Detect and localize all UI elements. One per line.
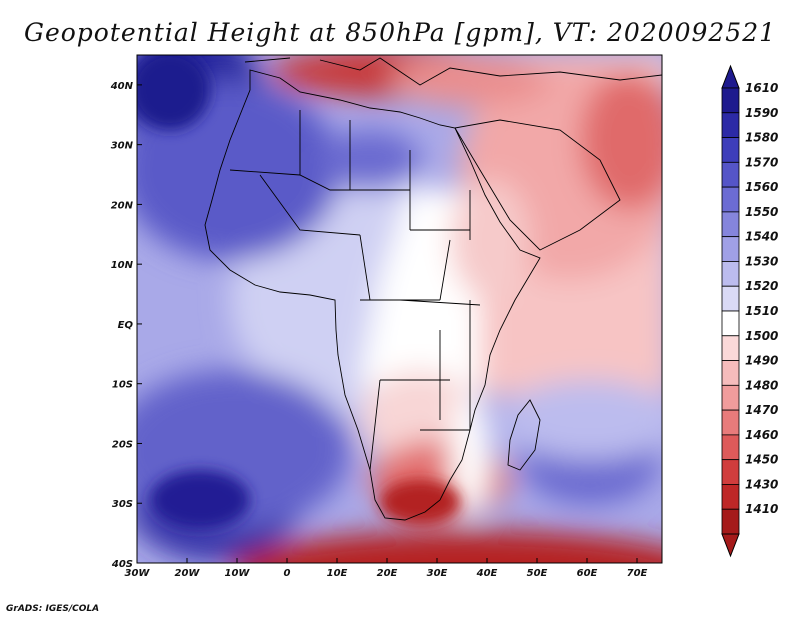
colorbar-level-label: 1590 xyxy=(745,106,778,120)
border-lines xyxy=(229,110,481,471)
colorbar-swatch xyxy=(721,186,740,213)
lon-tick-label: 40E xyxy=(476,568,498,579)
lon-tick-label: 60E xyxy=(577,568,598,579)
colorbar-level-label: 1450 xyxy=(745,453,778,467)
lat-tick-label: EQ xyxy=(118,320,134,331)
colorbar-level-label: 1580 xyxy=(745,131,778,145)
lat-tick-label: 30S xyxy=(112,499,133,510)
colorbar-level-label: 1460 xyxy=(745,428,778,442)
colorbar-level-label: 1430 xyxy=(745,477,778,491)
colorbar-swatch xyxy=(721,459,740,485)
colorbar-min-arrow xyxy=(721,533,740,558)
colorbar-level-label: 1510 xyxy=(745,304,778,318)
lon-tick-label: 30W xyxy=(125,568,151,579)
colorbar: 1610 1590 1580 1570 1560 1550 1540 1530 1520 1510… xyxy=(721,64,778,558)
colorbar-level-label: 1470 xyxy=(745,403,778,417)
colorbar-swatch xyxy=(721,137,740,163)
lat-tick-label: 30N xyxy=(111,141,134,152)
coastlines-and-borders xyxy=(204,57,662,521)
colorbar-level-label: 1570 xyxy=(745,155,778,169)
arabia-coast xyxy=(454,119,621,251)
colorbar-swatch xyxy=(721,360,740,386)
lon-tick-label: 70E xyxy=(627,568,648,579)
colorbar-swatch xyxy=(721,409,740,436)
colorbar-level-label: 1520 xyxy=(745,279,778,293)
colorbar-level-label: 1480 xyxy=(745,378,778,392)
colorbar-swatch xyxy=(721,261,740,287)
colorbar-level-label: 1560 xyxy=(745,180,778,194)
lat-tick-label: 20S xyxy=(112,439,133,450)
colorbar-level-label: 1540 xyxy=(745,230,778,244)
colorbar-swatch xyxy=(721,484,740,510)
lon-tick-label: 0 xyxy=(284,568,291,579)
madagascar xyxy=(507,399,541,471)
lat-tick-label: 10N xyxy=(111,260,134,271)
lon-tick-label: 20W xyxy=(175,568,201,579)
colorbar-swatch xyxy=(721,310,740,337)
lat-tick-label: 40S xyxy=(111,559,133,570)
map-title: Geopotential Height at 850hPa [gpm], VT:… xyxy=(23,18,777,47)
colorbar-swatch xyxy=(721,335,740,361)
grads-credit: GrADS: IGES/COLA xyxy=(6,604,100,614)
africa-coastline xyxy=(204,69,541,521)
lat-tick-label: 20N xyxy=(111,200,134,211)
colorbar-swatch xyxy=(721,236,740,262)
colorbar-level-label: 1530 xyxy=(745,254,778,268)
europe-coast xyxy=(244,57,662,86)
lat-tick-label: 10S xyxy=(112,380,133,391)
colorbar-level-label: 1500 xyxy=(745,329,778,343)
lon-tick-label: 50E xyxy=(527,568,548,579)
colorbar-swatch xyxy=(721,434,740,461)
colorbar-swatch xyxy=(721,112,740,138)
colorbar-swatch xyxy=(721,87,740,114)
colorbar-swatch xyxy=(721,285,740,312)
map-axes: 30W 20W 10W 0 10E 20E 30E 40E 50E 60E 70E 40N 30N 20N… xyxy=(110,81,648,579)
colorbar-level-label: 1550 xyxy=(745,205,778,219)
map-frame xyxy=(136,54,663,564)
colorbar-level-label: 1490 xyxy=(745,354,778,368)
lat-tick-label: 40N xyxy=(110,81,134,92)
colorbar-swatch xyxy=(721,384,740,411)
lon-tick-label: 10W xyxy=(225,568,251,579)
colorbar-swatch xyxy=(721,161,740,188)
geopotential-field xyxy=(137,55,662,563)
lon-tick-label: 20E xyxy=(377,568,398,579)
colorbar-level-label: 1410 xyxy=(745,502,778,516)
lon-tick-label: 30E xyxy=(427,568,448,579)
colorbar-max-arrow xyxy=(721,64,740,89)
lon-tick-label: 10E xyxy=(327,568,348,579)
colorbar-swatch xyxy=(721,508,740,535)
colorbar-level-label: 1610 xyxy=(745,81,778,95)
colorbar-swatch xyxy=(721,211,740,238)
